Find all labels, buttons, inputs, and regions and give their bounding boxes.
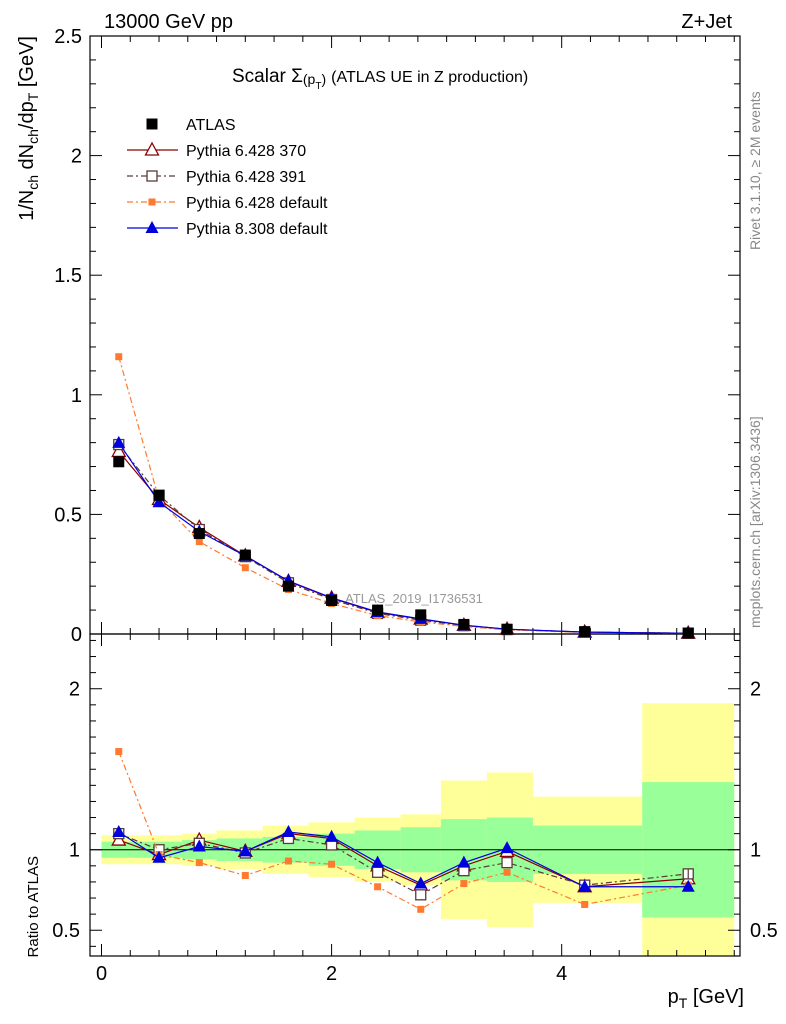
ratio-line-py8def	[118, 831, 689, 888]
mcplots-label: mcplots.cern.ch [arXiv:1306.3436]	[747, 416, 763, 628]
series-line-py391	[118, 444, 689, 634]
ratio-y-tick-label: 1	[69, 840, 80, 862]
point-py8def	[112, 435, 126, 448]
ratio-point-py8def	[371, 855, 385, 868]
ratio-point-py8def	[281, 825, 295, 838]
ratio-line-py6def	[118, 751, 689, 910]
ratio-point-py8def	[325, 829, 339, 842]
legend-label-py8def: Pythia 8.308 default	[186, 221, 328, 238]
y-tick-label: 2	[71, 146, 82, 168]
ratio-point-py8def	[112, 825, 126, 838]
series-line-py8def	[118, 442, 689, 634]
ratio-point-py8def	[152, 850, 166, 863]
legend-marker-py6def	[148, 198, 156, 206]
ratio-point-py8def	[238, 844, 252, 857]
y-tick-label: 0	[71, 624, 82, 646]
ratio-point-py6def	[241, 872, 249, 879]
point-py6def	[241, 564, 249, 572]
y-tick-label: 2.5	[54, 26, 82, 48]
axes: 0 2 4 0 0.5 1 1.5 2 2.5 0.5 0.5 1 1 2 2	[52, 26, 778, 985]
ratio-line-py391	[118, 833, 689, 896]
ratio-point-py8def	[414, 876, 428, 889]
header-collision: 13000 GeV pp	[104, 11, 233, 33]
point-atlas	[193, 528, 205, 540]
ratio-y-tick-label: 2	[69, 679, 80, 701]
point-atlas	[153, 489, 165, 501]
ratio-y-tick-label-right: 0.5	[750, 920, 778, 942]
legend-marker-py370	[144, 141, 160, 156]
header-process: Z+Jet	[681, 11, 732, 33]
point-atlas	[326, 595, 338, 607]
point-py8def	[152, 495, 166, 508]
y-tick-label: 1	[71, 385, 82, 407]
x-tick-label: 4	[556, 963, 567, 985]
legend-label-atlas: ATLAS	[186, 117, 236, 134]
ratio-panel-frame	[89, 633, 741, 957]
ratio-point-py6def	[284, 857, 292, 865]
y-tick-label: 0.5	[54, 504, 82, 526]
point-py6def	[115, 353, 123, 361]
x-tick-label: 0	[96, 963, 107, 985]
point-atlas	[501, 623, 513, 635]
legend-entry-py6def: Pythia 6.428 default	[127, 195, 328, 212]
ratio-point-py6def	[460, 880, 468, 888]
ratio-point-py6def	[328, 860, 336, 868]
ratio-y-tick-label-right: 2	[750, 679, 761, 701]
ratio-y-axis-title: Ratio to ATLAS	[25, 856, 42, 957]
ratio-point-py6def	[417, 905, 425, 913]
ratio-point-py391	[415, 889, 427, 901]
series-layer	[111, 353, 696, 913]
series-ratio-py8def	[112, 825, 695, 892]
ratio-point-py6def	[115, 748, 123, 756]
x-tick-label: 2	[326, 963, 337, 985]
ratio-point-py8def	[457, 855, 471, 868]
legend-marker-py391	[146, 170, 158, 182]
legend-entry-py391: Pythia 6.428 391	[127, 169, 306, 186]
legend-marker-atlas	[146, 118, 158, 130]
legend-label-py391: Pythia 6.428 391	[186, 169, 306, 186]
ratio-point-py6def	[581, 900, 589, 908]
rivet-label: Rivet 3.1.10, ≥ 2M events	[747, 91, 763, 250]
legend: ATLAS Pythia 6.428 370 Pythia 6.428 391 Pyt…	[127, 117, 328, 238]
legend-entry-py8def: Pythia 8.308 default	[127, 221, 328, 238]
point-atlas	[372, 604, 384, 616]
ratio-line-py370	[118, 833, 689, 888]
y-axis-title: 1/Nch dNch/dpT [GeV]	[16, 36, 41, 221]
legend-entry-py370: Pythia 6.428 370	[127, 141, 306, 160]
legend-entry-atlas: ATLAS	[146, 117, 236, 134]
y-tick-label: 1.5	[54, 265, 82, 287]
ratio-point-py6def	[503, 868, 511, 876]
ratio-uncertainty-bands	[90, 703, 740, 956]
point-atlas	[415, 609, 427, 621]
point-atlas	[682, 627, 694, 639]
point-atlas	[282, 580, 294, 592]
point-atlas	[113, 456, 125, 468]
x-axis-title: pT [GeV]	[668, 986, 744, 1011]
ratio-point-py8def	[578, 879, 592, 892]
analysis-watermark: ATLAS_2019_I1736531	[345, 591, 483, 606]
ratio-point-py6def	[195, 859, 203, 867]
series-top-atlas	[113, 456, 694, 639]
ratio-point-py8def	[500, 841, 514, 854]
point-atlas	[239, 549, 251, 561]
point-py6def	[195, 538, 203, 546]
plot-title: Scalar Σ(pT) (ATLAS UE in Z production)	[232, 66, 528, 92]
ratio-y-tick-label-right: 1	[750, 840, 761, 862]
ratio-point-py391	[371, 866, 384, 878]
series-line-py6def	[118, 356, 689, 634]
ratio-point-py8def	[192, 839, 206, 852]
series-ratio-py6def	[115, 748, 692, 913]
ratio-point-py6def	[374, 883, 382, 891]
legend-label-py6def: Pythia 6.428 default	[186, 195, 328, 212]
point-atlas	[579, 626, 591, 638]
legend-marker-py8def	[145, 221, 159, 233]
ratio-y-tick-label: 0.5	[52, 920, 80, 942]
point-atlas	[458, 618, 470, 630]
legend-label-py370: Pythia 6.428 370	[186, 143, 306, 160]
ratio-point-py391	[501, 856, 513, 869]
